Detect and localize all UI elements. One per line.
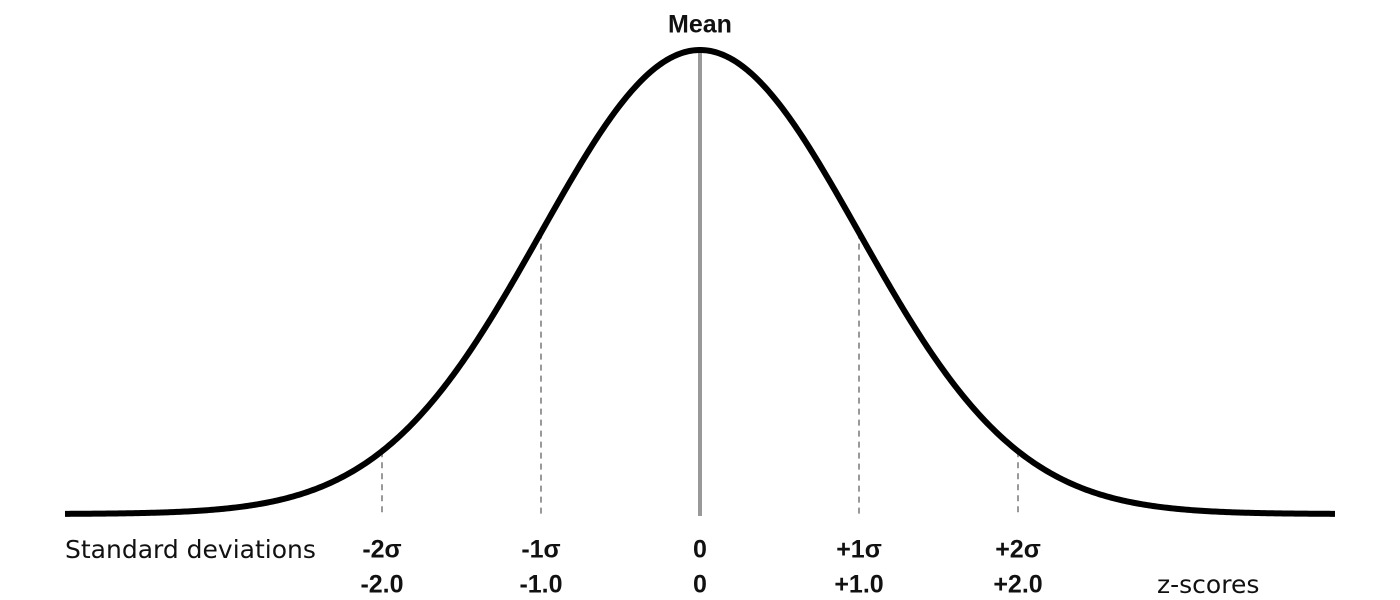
- tick-label: -2σ: [362, 536, 401, 564]
- row-label: z-scores: [1157, 570, 1259, 599]
- tick-labels: -2σ -1σ 0 +1σ +2σ -2.0 -1.0 0 +1.0 +2.0: [360, 536, 1042, 599]
- normal-curve: [64, 47, 1336, 517]
- tick-label: 0: [693, 571, 707, 599]
- row-label: Standard deviations: [65, 535, 316, 564]
- tick-label: -2.0: [360, 571, 403, 599]
- tick-label: -1σ: [521, 536, 560, 564]
- tick-label: +1σ: [836, 536, 882, 564]
- tick-label: +2.0: [993, 571, 1042, 599]
- mean-label: Mean: [668, 11, 732, 39]
- tick-label: +1.0: [834, 571, 883, 599]
- guide-lines: [381, 232, 1019, 514]
- tick-label: -1.0: [519, 571, 562, 599]
- tick-label: +2σ: [995, 536, 1041, 564]
- tick-label: 0: [693, 536, 707, 564]
